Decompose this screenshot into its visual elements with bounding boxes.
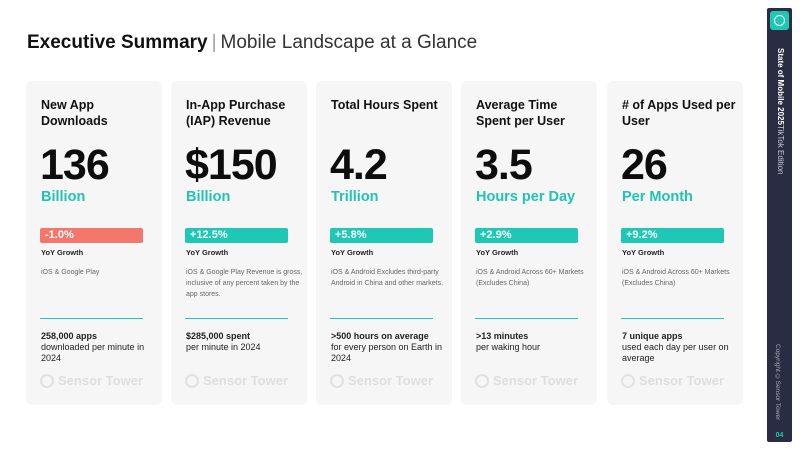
watermark-text: Sensor Tower [58, 373, 144, 388]
card-unit: Hours per Day [476, 189, 576, 205]
card-value: 4.2 [330, 141, 388, 189]
metric-card-apps-per-user: # of Apps Used per User 26 Per Month +9.… [607, 81, 743, 405]
stat-text: used each day per user on average [622, 342, 729, 363]
card-divider [40, 318, 143, 319]
watermark-logo-icon [475, 373, 489, 388]
card-title: In-App Purchase (IAP) Revenue [186, 98, 286, 128]
watermark-logo-icon [185, 373, 199, 388]
card-divider [185, 318, 288, 319]
card-stat: >13 minutes per waking hour [476, 331, 594, 353]
card-value: 26 [621, 141, 668, 189]
stat-text: per minute in 2024 [186, 342, 261, 352]
copyright-text: Copyright ©Sensor Tower [774, 344, 781, 421]
title-separator: | [211, 32, 217, 53]
yoy-label: YoY Growth [476, 248, 519, 257]
watermark-text: Sensor Tower [203, 373, 289, 388]
page-title: Executive Summary [27, 32, 208, 53]
report-sidebar: State of Mobile 2025TikTok Edition Copyr… [767, 8, 792, 442]
card-divider [621, 318, 724, 319]
growth-badge: +9.2% [621, 228, 724, 243]
card-unit: Trillion [331, 189, 379, 205]
card-stat: 258,000 apps downloaded per minute in 202… [41, 331, 159, 364]
card-title: # of Apps Used per User [622, 98, 736, 128]
card-note: iOS & Android Across 60+ Markets (Exclud… [622, 269, 730, 287]
sensor-tower-watermark: Sensor Tower [185, 373, 288, 388]
card-value: $150 [185, 141, 278, 189]
sensor-tower-logo-icon[interactable] [770, 11, 789, 30]
card-unit: Billion [41, 189, 86, 205]
stat-highlight: 258,000 apps [41, 331, 98, 341]
watermark-text: Sensor Tower [639, 373, 725, 388]
stat-text: per waking hour [476, 342, 541, 352]
card-value: 3.5 [475, 141, 533, 189]
watermark-text: Sensor Tower [348, 373, 434, 388]
watermark-logo-icon [330, 373, 344, 388]
stat-highlight: >13 minutes [476, 331, 529, 341]
stat-text: downloaded per minute in 2024 [41, 342, 145, 363]
page-number: 04 [775, 432, 784, 439]
card-note: iOS & Android Excludes third-party Andro… [331, 269, 444, 287]
metric-cards: New App Downloads 136 Billion -1.0% YoY … [26, 81, 743, 405]
page-subtitle: Mobile Landscape at a Glance [220, 32, 478, 53]
card-title: Total Hours Spent [331, 98, 438, 112]
card-title: New App Downloads [41, 98, 108, 128]
stat-highlight: >500 hours on average [331, 331, 429, 341]
card-value: 136 [40, 141, 110, 189]
card-note: iOS & Google Play Revenue is gross, incl… [186, 269, 303, 298]
card-note: iOS & Android Across 60+ Markets (Exclud… [476, 269, 584, 287]
watermark-logo-icon [621, 373, 635, 388]
yoy-label: YoY Growth [41, 248, 84, 257]
card-stat: >500 hours on average for every person on… [331, 331, 449, 364]
yoy-label: YoY Growth [622, 248, 665, 257]
metric-card-hours-spent: Total Hours Spent 4.2 Trillion +5.8% YoY… [316, 81, 452, 405]
growth-badge: +12.5% [185, 228, 288, 243]
card-stat: 7 unique apps used each day per user on a… [622, 331, 740, 364]
sensor-tower-watermark: Sensor Tower [475, 373, 578, 388]
card-divider [475, 318, 578, 319]
watermark-logo-icon [40, 373, 54, 388]
yoy-label: YoY Growth [186, 248, 229, 257]
report-title: State of Mobile 2025TikTok Edition [773, 48, 785, 188]
metric-card-iap-revenue: In-App Purchase (IAP) Revenue $150 Billi… [171, 81, 307, 405]
card-title: Average Time Spent per User [476, 98, 565, 128]
growth-badge: +5.8% [330, 228, 433, 243]
sensor-tower-watermark: Sensor Tower [40, 373, 143, 388]
card-divider [330, 318, 433, 319]
report-edition: TikTok Edition [776, 124, 785, 175]
stat-highlight: $285,000 spent [186, 331, 251, 341]
growth-badge: +2.9% [475, 228, 578, 243]
metric-card-downloads: New App Downloads 136 Billion -1.0% YoY … [26, 81, 162, 405]
card-unit: Billion [186, 189, 231, 205]
card-stat: $285,000 spent per minute in 2024 [186, 331, 304, 353]
stat-highlight: 7 unique apps [622, 331, 683, 341]
yoy-label: YoY Growth [331, 248, 374, 257]
watermark-text: Sensor Tower [493, 373, 579, 388]
card-unit: Per Month [622, 189, 693, 205]
stat-text: for every person on Earth in 2024 [331, 342, 443, 363]
metric-card-time-per-user: Average Time Spent per User 3.5 Hours pe… [461, 81, 597, 405]
growth-badge: -1.0% [40, 228, 143, 243]
page-header: Executive Summary | Mobile Landscape at a … [27, 32, 477, 54]
card-note: iOS & Google Play [41, 269, 100, 276]
sensor-tower-watermark: Sensor Tower [330, 373, 433, 388]
sensor-tower-watermark: Sensor Tower [621, 373, 724, 388]
report-title-text: State of Mobile 2025 [776, 48, 785, 125]
